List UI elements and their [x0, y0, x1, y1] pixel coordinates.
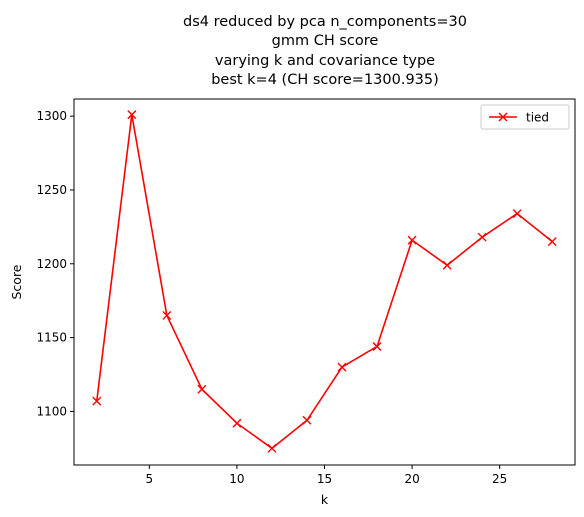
data-point [267, 443, 277, 453]
x-marker-stroke [267, 443, 277, 453]
x-tick-label: 20 [404, 472, 419, 486]
title-line-1: ds4 reduced by pca n_components=30 [183, 14, 467, 30]
data-point [477, 232, 487, 242]
data-point [407, 235, 417, 245]
data-point [512, 209, 522, 219]
series-line-tied [95, 113, 553, 450]
data-point [372, 341, 382, 351]
data-point [92, 396, 102, 406]
title-line-4: best k=4 (CH score=1300.935) [211, 72, 439, 88]
x-marker-stroke [92, 396, 102, 406]
x-marker-stroke [337, 362, 347, 372]
data-point [442, 260, 452, 270]
data-point [127, 110, 137, 120]
chart-title: ds4 reduced by pca n_components=30 gmm C… [183, 14, 467, 88]
legend-label-tied: tied [526, 111, 549, 125]
y-tick-label: 1300 [36, 109, 67, 123]
x-tick-label: 15 [317, 472, 332, 486]
y-axis-label: Score [9, 264, 24, 299]
x-tick-label: 5 [146, 472, 154, 486]
y-tick-label: 1100 [36, 404, 67, 418]
x-marker-stroke [498, 112, 508, 122]
data-point [302, 415, 312, 425]
x-marker-stroke [512, 209, 522, 219]
x-marker-stroke [162, 310, 172, 320]
legend-x-icon [498, 112, 508, 122]
legend-x-marker-icon [498, 112, 508, 122]
data-point [547, 237, 557, 247]
x-marker-stroke [407, 235, 417, 245]
data-point [162, 310, 172, 320]
x-tick-label: 25 [492, 472, 507, 486]
legend-box [480, 104, 570, 130]
x-marker-stroke [547, 237, 557, 247]
x-marker-stroke [197, 384, 207, 394]
x-marker-stroke [232, 418, 242, 428]
y-tick-label: 1200 [36, 257, 67, 271]
x-tick-label: 10 [229, 472, 244, 486]
data-point [232, 418, 242, 428]
title-line-3: varying k and covariance type [215, 53, 435, 69]
x-marker-stroke [127, 110, 137, 120]
data-point [337, 362, 347, 372]
y-tick-label: 1150 [36, 331, 67, 345]
x-marker-stroke [302, 415, 312, 425]
data-point [197, 384, 207, 394]
plot-area: 5 10 15 20 25 1100 1150 1200 1250 1300 [36, 109, 557, 486]
x-axis-label: k [321, 492, 329, 507]
title-line-2: gmm CH score [272, 33, 379, 49]
y-tick-label: 1250 [36, 183, 67, 197]
legend: tied [480, 104, 570, 130]
plot-frame [73, 98, 576, 466]
x-marker-stroke [477, 232, 487, 242]
x-marker-stroke [442, 260, 452, 270]
x-marker-stroke [372, 341, 382, 351]
